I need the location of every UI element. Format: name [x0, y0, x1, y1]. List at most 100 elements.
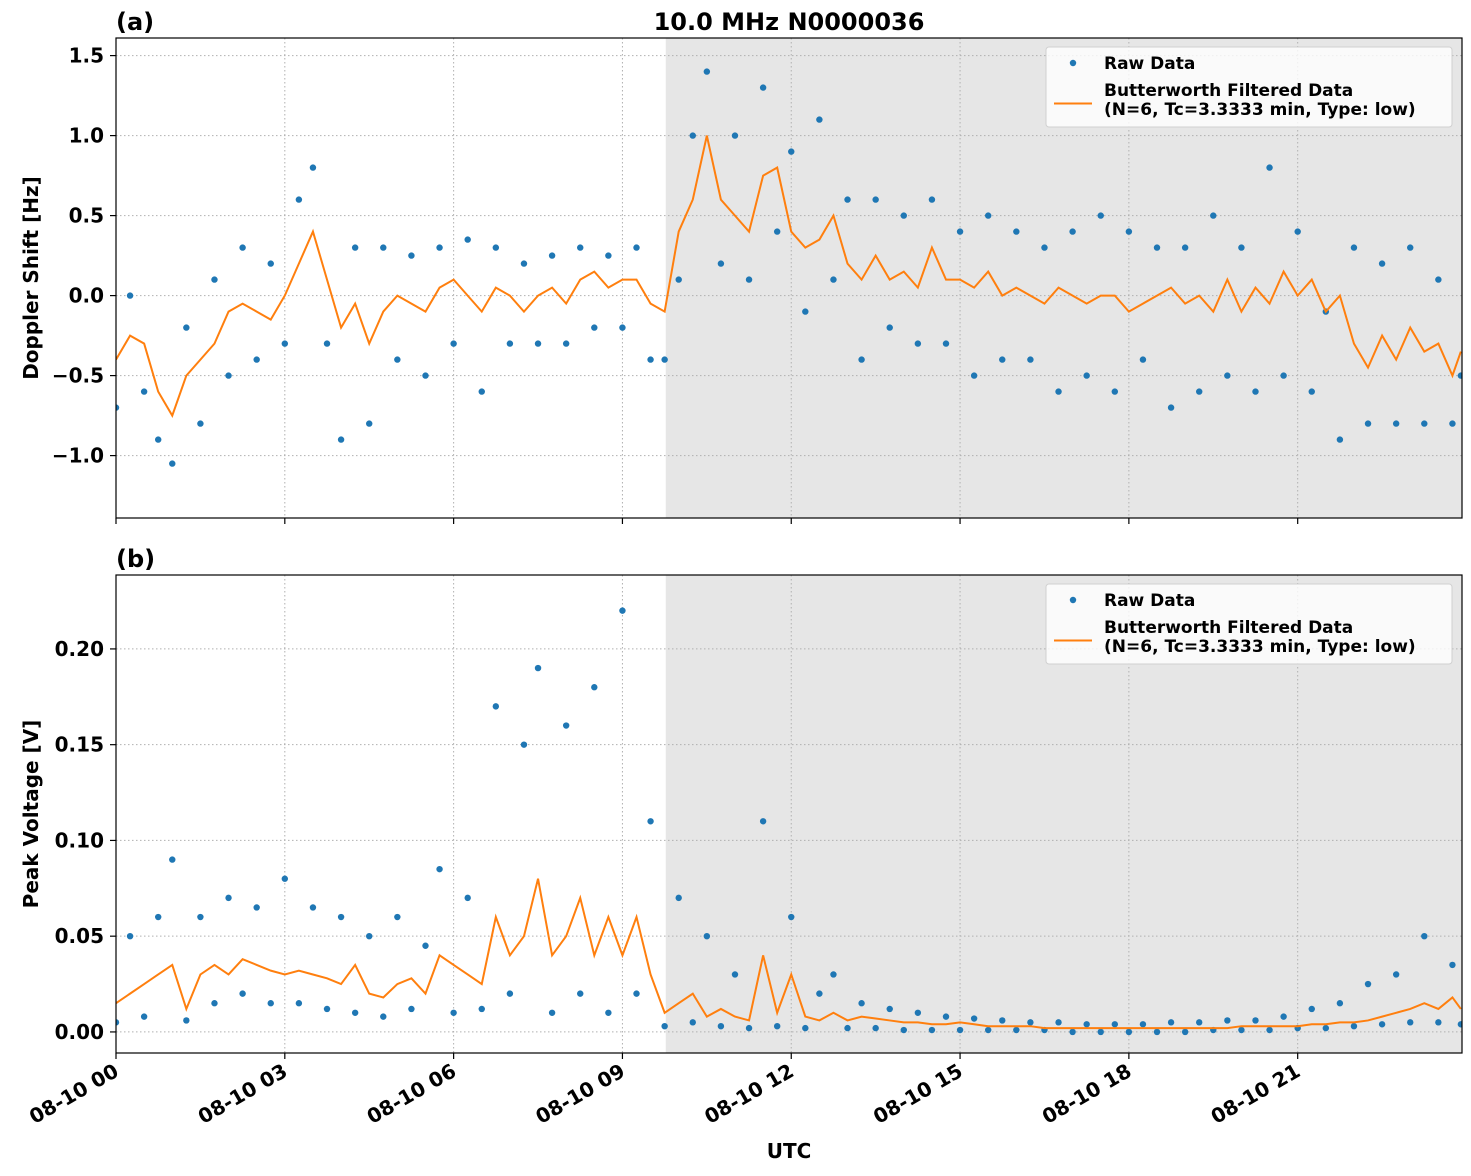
raw-point: [1196, 388, 1203, 395]
raw-point: [1407, 244, 1414, 251]
raw-point: [928, 1026, 936, 1034]
raw-point: [858, 1000, 865, 1007]
raw-point: [689, 132, 696, 139]
raw-point: [155, 913, 162, 921]
legend-label: Butterworth Filtered Data (N=6, Tc=3.3333…: [1104, 81, 1416, 120]
raw-point: [605, 252, 612, 259]
raw-point: [450, 1009, 457, 1016]
raw-point: [816, 116, 823, 123]
raw-point: [844, 1024, 851, 1032]
filtered-line: [116, 878, 1462, 1030]
raw-point: [506, 340, 514, 347]
raw-point: [1449, 961, 1456, 969]
raw-point: [942, 1013, 950, 1020]
x-tick-label: 08-10 12: [700, 1059, 798, 1129]
raw-point: [520, 741, 528, 748]
raw-point: [450, 340, 457, 347]
raw-point: [464, 894, 471, 902]
raw-point: [1069, 228, 1076, 235]
raw-point: [323, 340, 331, 347]
legend: Raw Data Butterworth Filtered Data (N=6, T…: [1045, 583, 1453, 665]
raw-point: [253, 904, 260, 911]
raw-point: [281, 340, 289, 347]
raw-point: [1449, 420, 1456, 427]
raw-point: [802, 308, 809, 315]
raw-point: [1125, 1028, 1133, 1036]
y-tick-label: 0.05: [55, 924, 104, 948]
raw-point: [1457, 372, 1462, 379]
raw-point: [126, 292, 134, 299]
panel: 0.00 0.05 0.10 0.15 0.20 08-10 00 08-10 03 08-1…: [19, 545, 1463, 1163]
y-axis-label: Doppler Shift [Hz]: [19, 176, 43, 380]
raw-point: [816, 990, 823, 997]
raw-point: [225, 894, 232, 902]
raw-point: [337, 913, 345, 921]
raw-point: [1364, 420, 1372, 427]
raw-point: [956, 228, 964, 235]
raw-point: [1013, 228, 1020, 235]
raw-point: [366, 932, 373, 940]
x-tick-label: 08-10 09: [531, 1059, 629, 1129]
raw-point: [731, 971, 739, 978]
raw-point: [380, 244, 387, 251]
raw-point: [1139, 1021, 1147, 1028]
raw-point: [295, 1000, 303, 1007]
raw-point: [703, 68, 711, 75]
raw-point: [562, 722, 570, 729]
raw-point: [675, 894, 682, 902]
raw-point: [1027, 1019, 1034, 1026]
legend: Raw Data Butterworth Filtered Data (N=6, T…: [1045, 46, 1453, 128]
raw-point: [1378, 1021, 1386, 1028]
raw-point: [267, 1000, 274, 1007]
raw-point: [1111, 1021, 1119, 1028]
y-tick-label: 0.00: [55, 1020, 104, 1044]
raw-point: [872, 1024, 879, 1032]
raw-point: [1457, 1021, 1462, 1028]
raw-point: [886, 324, 893, 331]
raw-point: [675, 276, 682, 283]
raw-point: [140, 1013, 148, 1020]
raw-point: [116, 1019, 120, 1026]
raw-point: [295, 196, 303, 203]
panel-label: (b): [116, 545, 155, 573]
raw-point: [520, 260, 528, 267]
raw-point: [126, 932, 134, 940]
raw-point: [197, 913, 204, 921]
chart-title: 10.0 MHz N0000036: [654, 8, 925, 36]
raw-point: [1055, 388, 1062, 395]
raw-point: [1181, 1028, 1189, 1036]
raw-point: [1097, 212, 1104, 219]
raw-point: [1252, 388, 1259, 395]
y-tick-label: 0.15: [55, 733, 104, 757]
raw-point: [900, 1026, 907, 1034]
raw-point: [984, 212, 992, 219]
x-tick-label: 08-10 15: [869, 1059, 967, 1129]
raw-point: [661, 1022, 668, 1030]
raw-point: [548, 252, 556, 259]
raw-point: [408, 1005, 415, 1013]
raw-point: [577, 990, 584, 997]
raw-point: [914, 1009, 922, 1016]
raw-point: [253, 356, 260, 363]
raw-point: [492, 703, 500, 710]
raw-point: [647, 356, 654, 363]
raw-point: [1308, 388, 1315, 395]
raw-point: [394, 913, 401, 921]
raw-point: [773, 1022, 781, 1030]
raw-point: [1308, 1005, 1315, 1013]
raw-point: [1224, 372, 1231, 379]
y-tick-label: 0.10: [55, 828, 104, 852]
raw-point: [1364, 980, 1372, 988]
raw-point: [506, 990, 514, 997]
raw-point: [422, 942, 429, 949]
raw-point: [337, 436, 345, 443]
raw-point: [1350, 244, 1358, 251]
raw-point: [492, 244, 500, 251]
x-tick-label: 08-10 06: [363, 1059, 461, 1129]
raw-point: [116, 404, 120, 411]
raw-point: [1392, 420, 1400, 427]
raw-point: [830, 276, 837, 283]
raw-point: [478, 1005, 485, 1013]
raw-point: [999, 356, 1006, 363]
